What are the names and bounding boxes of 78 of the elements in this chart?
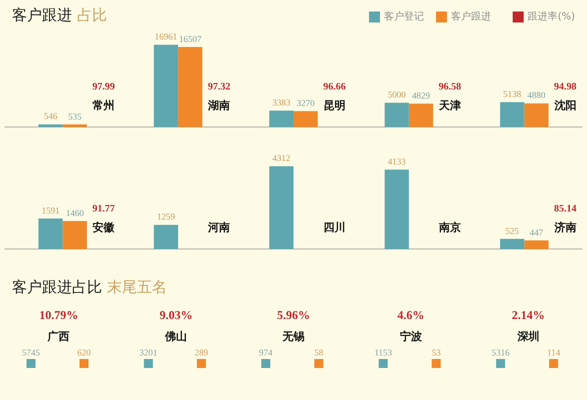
data-label: 85.14: [554, 204, 577, 215]
data-label: 620: [77, 347, 92, 358]
bar: [154, 224, 178, 249]
bar: [178, 46, 202, 127]
data-label: 3270: [296, 98, 316, 108]
x-tick-label: 天津: [438, 98, 461, 112]
x-tick-label: 南京: [438, 220, 461, 234]
data-label: 4.6%: [397, 308, 424, 322]
data-label: 5138: [503, 88, 522, 99]
data-label: 1153: [374, 347, 393, 358]
data-label: 5.96%: [277, 308, 310, 322]
data-label: 16961: [154, 32, 178, 42]
data-label: 535: [68, 111, 82, 122]
data-label: 289: [194, 347, 209, 358]
data-label: 1591: [42, 205, 60, 216]
data-label: 5316: [492, 347, 510, 358]
data-label: 53: [432, 347, 442, 358]
bar: [384, 102, 409, 127]
data-label: 114: [547, 347, 561, 358]
category-label: 深圳: [516, 330, 540, 343]
data-label: 546: [44, 111, 58, 122]
bar: [269, 166, 294, 249]
data-label: 97.99: [92, 82, 115, 93]
x-tick-label: 沈阳: [553, 98, 576, 112]
data-label: 96.58: [438, 82, 462, 93]
x-tick-label: 湖南: [207, 98, 230, 112]
category-label: 广西: [46, 330, 70, 343]
bar: [500, 238, 524, 249]
bar: [294, 111, 318, 127]
category-label: 佛山: [164, 330, 188, 343]
bar: [62, 220, 87, 249]
data-label: 525: [505, 226, 520, 236]
data-label: 447: [530, 227, 544, 238]
bar: [500, 102, 524, 127]
x-tick-label: 昆明: [323, 98, 346, 112]
data-label: 9.03%: [160, 308, 193, 322]
bar: [38, 218, 63, 249]
bar: [269, 110, 294, 127]
data-label: 58: [314, 347, 324, 358]
data-label: 2.14%: [512, 308, 545, 322]
data-label: 1259: [156, 212, 176, 222]
data-label: 974: [259, 347, 274, 358]
category-label: 无锡: [282, 330, 304, 343]
data-label: 3201: [139, 347, 158, 358]
category-label: 宁波: [400, 330, 423, 343]
bar: [384, 170, 409, 249]
data-label: 4829: [412, 90, 431, 100]
data-label: 4312: [272, 153, 290, 164]
data-label: 91.77: [92, 204, 115, 215]
bar: [62, 124, 87, 127]
bar: [408, 104, 434, 127]
bar: [524, 103, 549, 127]
x-tick-label: 河南: [207, 220, 230, 234]
data-label: 4880: [527, 90, 546, 100]
data-label: 1460: [66, 208, 84, 218]
x-tick-label: 济南: [553, 220, 576, 234]
x-tick-label: 常州: [92, 98, 115, 112]
data-label: 5000: [388, 90, 406, 100]
legend-label: 客户跟进: [451, 10, 491, 23]
text: 客户跟进占比: [12, 278, 102, 296]
chart-subtitle: 占比: [77, 6, 107, 24]
x-tick-label: 安徽: [92, 220, 116, 234]
data-label: 10.79%: [39, 308, 78, 322]
bar: [154, 44, 178, 127]
data-label: 94.98: [554, 82, 577, 93]
data-label: 4133: [388, 156, 406, 167]
data-label: 96.66: [323, 82, 346, 93]
bar: [38, 124, 63, 127]
data-label: 16507: [178, 34, 202, 44]
legend-label: 跟进率(%): [528, 10, 576, 23]
data-label: 3383: [272, 97, 291, 108]
x-tick-label: 四川: [323, 220, 346, 234]
data-label: 5745: [22, 347, 40, 358]
chart-title: 客户跟进: [12, 6, 72, 24]
data-label: 97.32: [208, 82, 230, 93]
bar: [524, 240, 549, 249]
text: 末尾五名: [107, 278, 167, 296]
legend-label: 客户登记: [384, 10, 424, 23]
